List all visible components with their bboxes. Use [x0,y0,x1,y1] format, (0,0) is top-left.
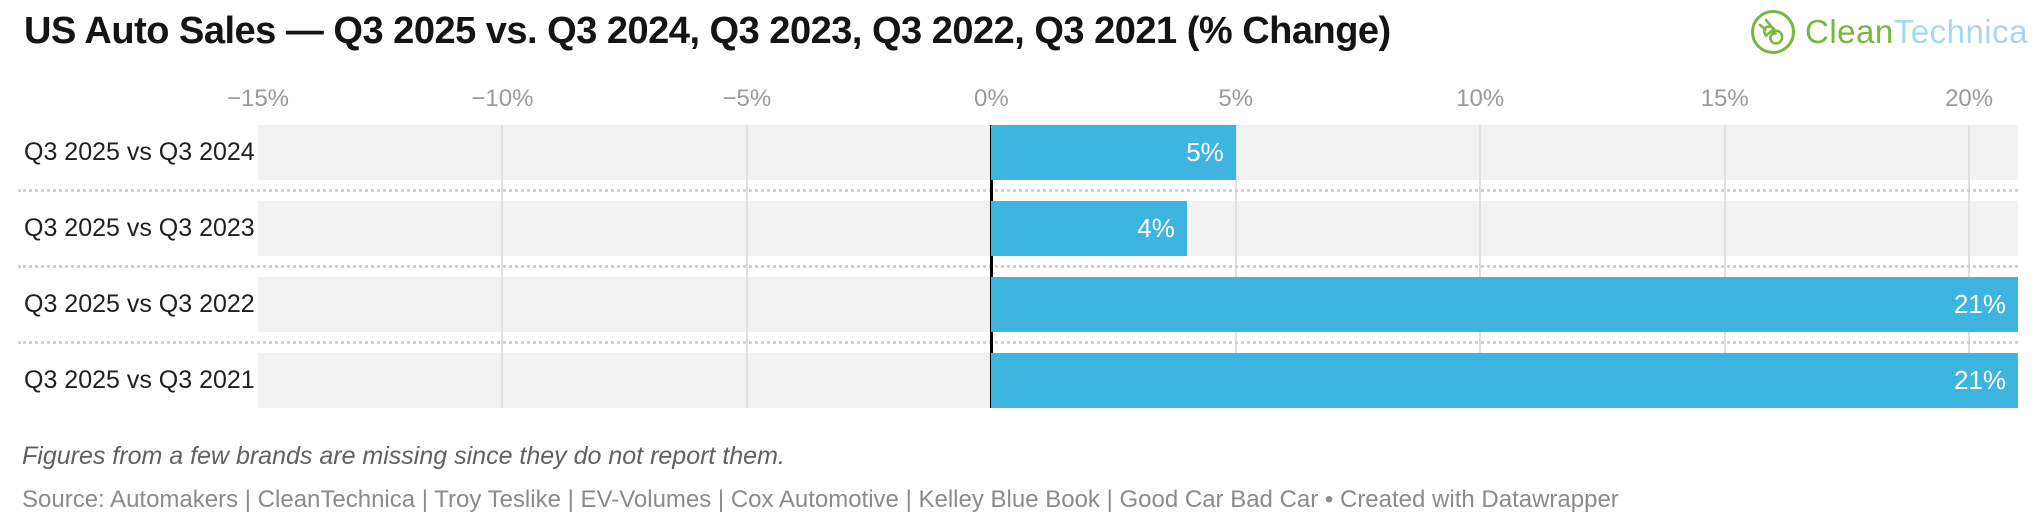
cleantechnica-logo[interactable]: CleanTechnica [1749,8,2028,56]
row-separator [18,341,2018,344]
axis-tick-label: 10% [1456,85,1505,112]
page-title: US Auto Sales — Q3 2025 vs. Q3 2024, Q3 … [24,10,1391,52]
category-label: Q3 2025 vs Q3 2023 [24,214,255,242]
bar: 4% [991,201,1187,256]
bar: 21% [991,277,2018,332]
bar-value-label: 5% [1186,137,1224,167]
axis-tick-label: 15% [1700,85,1749,112]
axis-tick-label: 20% [1945,85,1994,112]
axis-tick-label: −10% [471,85,534,112]
bar: 5% [991,125,1236,180]
bar-value-label: 21% [1953,365,2006,395]
source-line: Source: Automakers | CleanTechnica | Tro… [22,486,1619,513]
category-label: Q3 2025 vs Q3 2022 [24,290,255,318]
cleantechnica-plug-icon [1749,8,1797,56]
bar: 21% [991,353,2018,408]
bar-value-label: 4% [1137,213,1175,243]
bar-value-label: 21% [1953,289,2006,319]
plot-area: 5% Q3 2025 vs Q3 2024 4% Q3 2025 vs Q3 2023… [0,125,2040,408]
logo-technica-text: Technica [1893,13,2028,50]
chart-footnote: Figures from a few brands are missing si… [22,442,785,470]
row-separator [18,265,2018,268]
axis-tick-label: 0% [973,85,1009,112]
logo-wordmark: CleanTechnica [1805,13,2028,51]
logo-clean-text: Clean [1805,13,1894,50]
category-label: Q3 2025 vs Q3 2024 [24,138,255,166]
row-separator [18,189,2018,192]
axis-tick-label: −5% [722,85,772,112]
zero-baseline [989,125,993,408]
axis-tick-label: −15% [226,85,290,112]
axis-tick-label: 5% [1218,85,1254,112]
category-label: Q3 2025 vs Q3 2021 [24,366,255,394]
x-axis: −15% −10% −5% 0% 5% 10% 15% 20% [0,84,2040,118]
